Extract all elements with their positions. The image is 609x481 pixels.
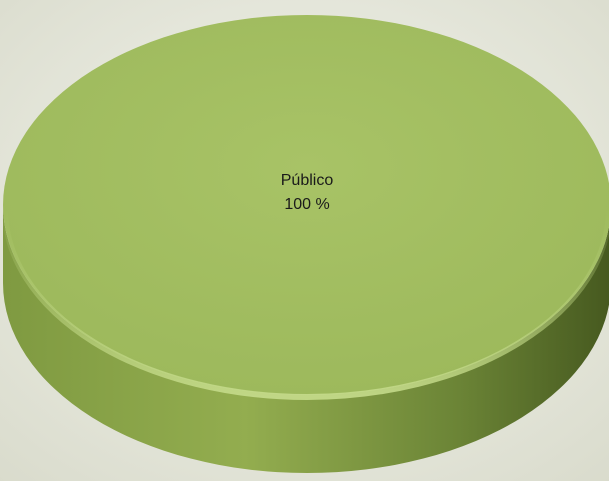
pie-slice [3, 15, 609, 395]
slice-category-label: Público [281, 172, 334, 189]
pie-slice-rim [2, 208, 609, 400]
pie-slice-side [3, 205, 609, 473]
slice-percentage-label: 100 % [284, 196, 329, 213]
labels-layer: Público 100 % [281, 172, 334, 213]
slices-layer [2, 15, 609, 473]
